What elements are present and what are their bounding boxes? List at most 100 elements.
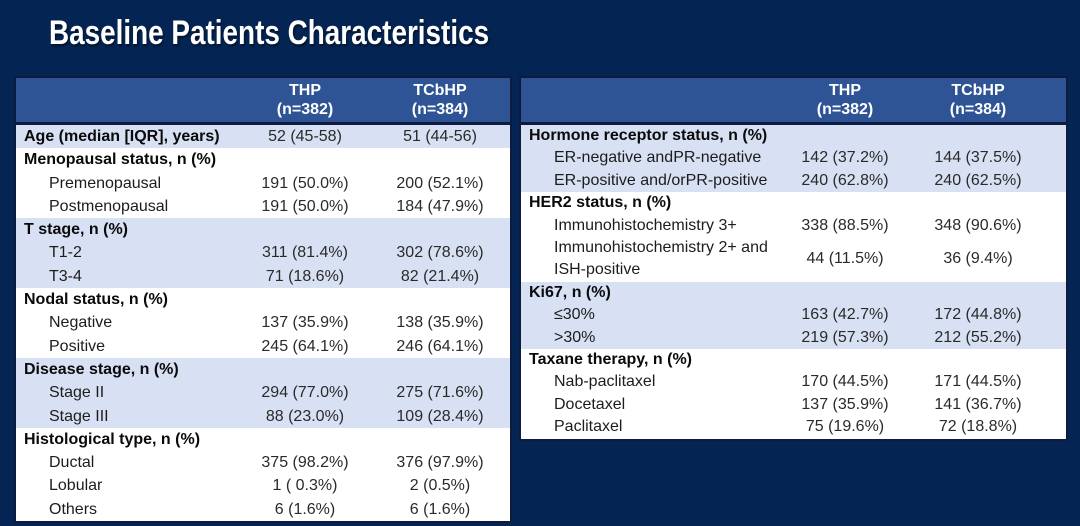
row-label: Age (median [IQR], years) xyxy=(15,123,240,149)
column-header-label: THP xyxy=(289,82,321,99)
header-row: THP (n=382) TCbHP (n=384) xyxy=(15,77,511,125)
value-tcbhp xyxy=(370,357,511,382)
value-tcbhp xyxy=(920,192,1067,215)
table-row: Age (median [IQR], years) 52 (45-58) 51 (4… xyxy=(15,123,511,149)
table-row: Paclitaxel 75 (19.6%) 72 (18.8%) xyxy=(520,416,1067,440)
table-row: Disease stage, n (%) xyxy=(15,357,511,382)
table-row: Positive 245 (64.1%) 246 (64.1%) xyxy=(15,334,511,358)
value-tcbhp: 212 (55.2%) xyxy=(920,326,1067,350)
column-header-empty xyxy=(520,77,770,125)
column-header-label: TCbHP xyxy=(413,82,467,99)
value-tcbhp: 184 (47.9%) xyxy=(370,194,511,219)
table-row: Stage III 88 (23.0%) 109 (28.4%) xyxy=(15,404,511,428)
table-row: Premenopausal 191 (50.0%) 200 (52.1%) xyxy=(15,171,511,195)
column-header-tcbhp: TCbHP (n=384) xyxy=(370,77,511,125)
value-thp: 294 (77.0%) xyxy=(240,381,370,405)
value-tcbhp: 200 (52.1%) xyxy=(370,171,511,195)
value-thp xyxy=(240,218,370,242)
value-tcbhp: 109 (28.4%) xyxy=(370,404,511,428)
table-row: ≤30% 163 (42.7%) 172 (44.8%) xyxy=(520,304,1067,327)
table-row: Ki67, n (%) xyxy=(520,281,1067,305)
table-row: T3-4 71 (18.6%) 82 (21.4%) xyxy=(15,264,511,289)
table-row: Stage II 294 (77.0%) 275 (71.6%) xyxy=(15,381,511,405)
row-label: Paclitaxel xyxy=(520,416,770,440)
row-label: Ductal xyxy=(15,451,240,475)
value-tcbhp: 6 (1.6%) xyxy=(370,497,511,523)
value-thp: 163 (42.7%) xyxy=(770,304,920,327)
row-label: Menopausal status, n (%) xyxy=(15,148,240,172)
value-thp xyxy=(240,148,370,172)
row-label: Histological type, n (%) xyxy=(15,427,240,452)
value-tcbhp xyxy=(370,148,511,172)
table-row: T stage, n (%) xyxy=(15,218,511,242)
value-tcbhp: 275 (71.6%) xyxy=(370,381,511,405)
value-thp: 44 (11.5%) xyxy=(770,237,920,282)
table-row: Histological type, n (%) xyxy=(15,427,511,452)
table-row: ER-negative andPR-negative 142 (37.2%) 144… xyxy=(520,147,1067,170)
table-row: ER-positive and/orPR-positive 240 (62.8%)… xyxy=(520,169,1067,193)
value-tcbhp: 172 (44.8%) xyxy=(920,304,1067,327)
value-thp: 6 (1.6%) xyxy=(240,497,370,523)
row-label: Stage II xyxy=(15,381,240,405)
row-label: Postmenopausal xyxy=(15,194,240,219)
row-label: Docetaxel xyxy=(520,393,770,417)
value-thp: 71 (18.6%) xyxy=(240,264,370,289)
row-label: Others xyxy=(15,497,240,523)
row-label: >30% xyxy=(520,326,770,350)
table-header: THP (n=382) TCbHP (n=384) xyxy=(15,77,511,125)
row-label: T stage, n (%) xyxy=(15,218,240,242)
row-label: Lobular xyxy=(15,474,240,498)
value-tcbhp: 51 (44-56) xyxy=(370,123,511,149)
value-tcbhp xyxy=(920,123,1067,148)
table-row: Others 6 (1.6%) 6 (1.6%) xyxy=(15,497,511,523)
table-header: THP (n=382) TCbHP (n=384) xyxy=(520,77,1067,125)
table-row: Menopausal status, n (%) xyxy=(15,148,511,172)
value-tcbhp xyxy=(920,349,1067,372)
column-header-thp: THP (n=382) xyxy=(240,77,370,125)
table-row: Ductal 375 (98.2%) 376 (97.9%) xyxy=(15,451,511,475)
value-thp xyxy=(770,349,920,372)
value-tcbhp: 82 (21.4%) xyxy=(370,264,511,289)
value-tcbhp: 302 (78.6%) xyxy=(370,241,511,265)
column-header-n: (n=384) xyxy=(411,101,469,118)
value-tcbhp: 72 (18.8%) xyxy=(920,416,1067,440)
table-body: Age (median [IQR], years) 52 (45-58) 51 (4… xyxy=(15,123,511,523)
column-header-label: TCbHP xyxy=(951,82,1005,99)
row-label: Taxane therapy, n (%) xyxy=(520,349,770,372)
table-row: Nab-paclitaxel 170 (44.5%) 171 (44.5%) xyxy=(520,371,1067,394)
baseline-table-left: THP (n=382) TCbHP (n=384) Age (median [IQR]… xyxy=(14,76,512,524)
value-thp: 191 (50.0%) xyxy=(240,171,370,195)
column-header-tcbhp: TCbHP (n=384) xyxy=(920,77,1067,125)
value-thp xyxy=(240,427,370,452)
value-thp xyxy=(240,288,370,312)
table-row: HER2 status, n (%) xyxy=(520,192,1067,215)
column-header-empty xyxy=(15,77,240,125)
value-thp: 137 (35.9%) xyxy=(770,393,920,417)
header-row: THP (n=382) TCbHP (n=384) xyxy=(520,77,1067,125)
row-label: ER-positive and/orPR-positive xyxy=(520,169,770,193)
row-label: Ki67, n (%) xyxy=(520,281,770,305)
value-thp: 170 (44.5%) xyxy=(770,371,920,394)
row-label: Immunohistochemistry 2+ and ISH-positive xyxy=(520,237,770,282)
value-tcbhp xyxy=(370,288,511,312)
value-tcbhp xyxy=(370,218,511,242)
column-header-n: (n=384) xyxy=(949,101,1007,118)
row-label: Disease stage, n (%) xyxy=(15,357,240,382)
value-thp: 137 (35.9%) xyxy=(240,311,370,335)
value-tcbhp: 138 (35.9%) xyxy=(370,311,511,335)
table-row: Immunohistochemistry 2+ and ISH-positive… xyxy=(520,237,1067,282)
column-header-n: (n=382) xyxy=(816,101,874,118)
value-thp: 245 (64.1%) xyxy=(240,334,370,358)
value-thp xyxy=(770,281,920,305)
row-label: T1-2 xyxy=(15,241,240,265)
column-header-label: THP xyxy=(829,82,861,99)
row-label: HER2 status, n (%) xyxy=(520,192,770,215)
baseline-table-right: THP (n=382) TCbHP (n=384) Hormone receptor … xyxy=(519,76,1068,441)
table-body: Hormone receptor status, n (%) ER-negativ… xyxy=(520,123,1067,440)
row-label: T3-4 xyxy=(15,264,240,289)
row-label: ER-negative andPR-negative xyxy=(520,147,770,170)
column-header-thp: THP (n=382) xyxy=(770,77,920,125)
value-thp: 52 (45-58) xyxy=(240,123,370,149)
table-row: >30% 219 (57.3%) 212 (55.2%) xyxy=(520,326,1067,350)
